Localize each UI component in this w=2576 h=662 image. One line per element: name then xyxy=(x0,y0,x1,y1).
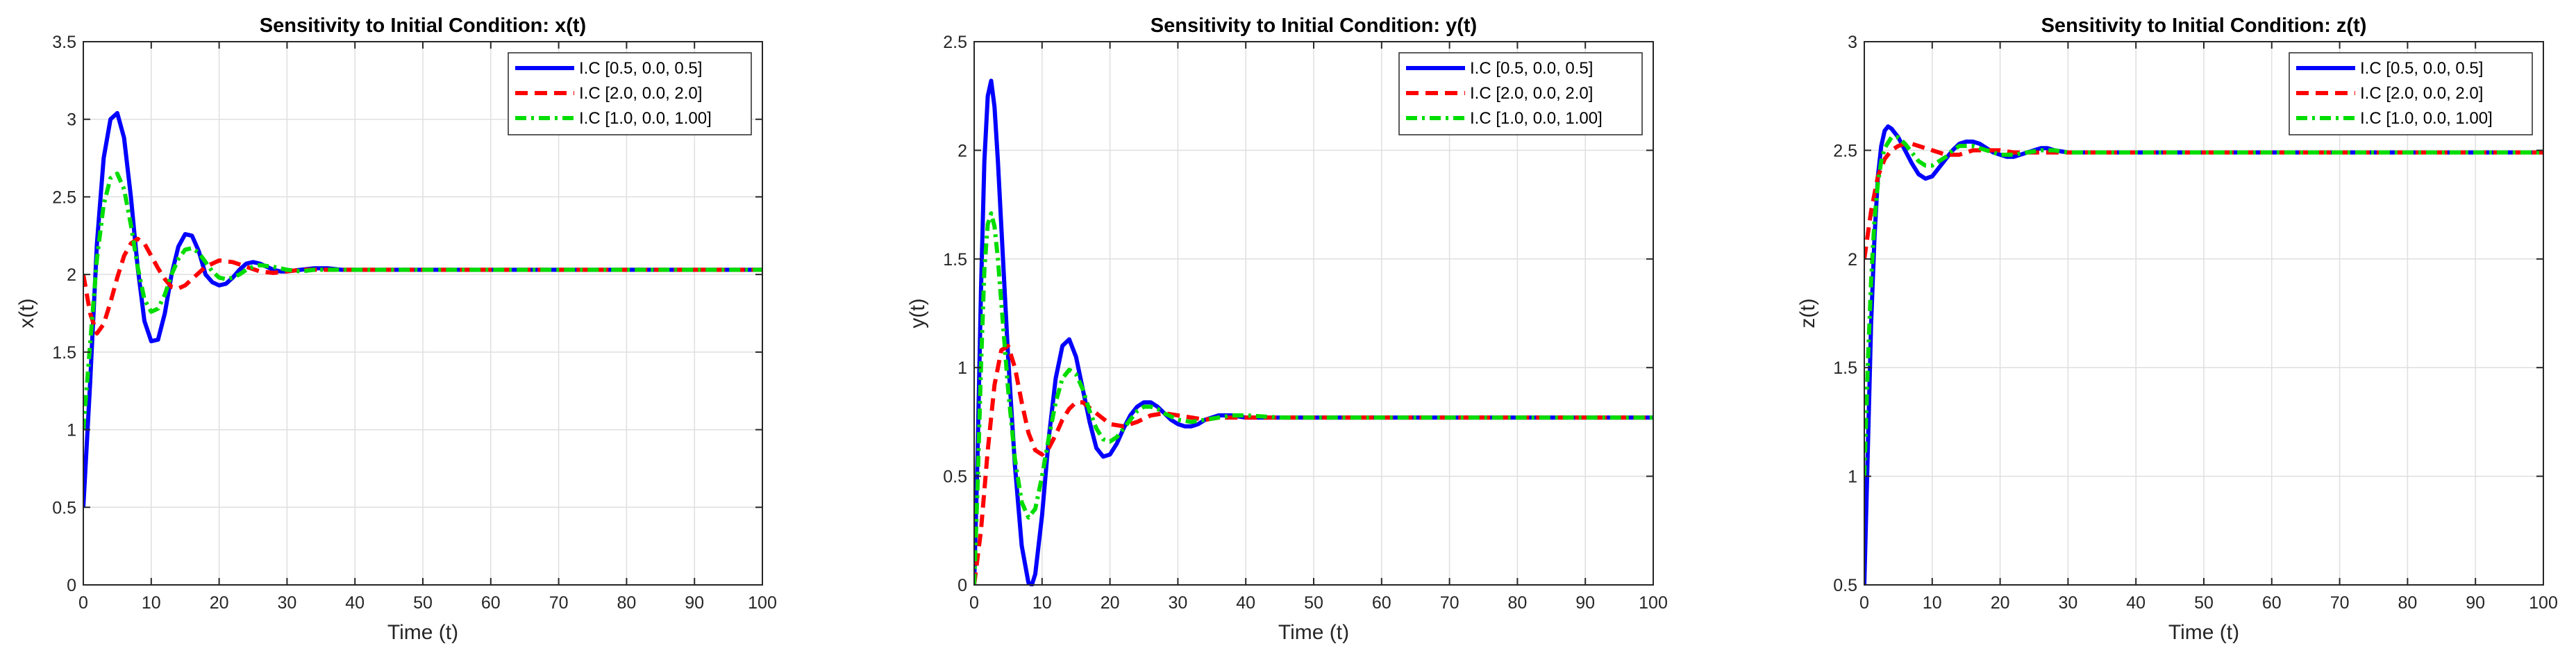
x-tick-label: 60 xyxy=(481,593,501,613)
y-tick-label: 1 xyxy=(957,358,967,378)
x-tick-label: 80 xyxy=(2398,593,2417,613)
x-tick-label: 80 xyxy=(1507,593,1527,613)
x-tick-label: 20 xyxy=(1991,593,2010,613)
x-tick-label: 0 xyxy=(969,593,979,613)
series-group xyxy=(974,78,1653,586)
series-line-2 xyxy=(1864,135,2543,477)
x-tick-label: 30 xyxy=(2058,593,2077,613)
chart-title: Sensitivity to Initial Condition: y(t) xyxy=(1151,15,1477,37)
x-tick-label: 20 xyxy=(210,593,229,613)
y-tick-label: 1 xyxy=(1848,467,1857,487)
x-tick-label: 40 xyxy=(345,593,365,613)
x-tick-label: 0 xyxy=(78,593,88,613)
legend-entry-1: I.C [2.0, 0.0, 2.0] xyxy=(2360,84,2483,103)
y-tick-label: 0.5 xyxy=(52,498,76,518)
x-tick-label: 60 xyxy=(1372,593,1391,613)
x-tick-label: 10 xyxy=(1923,593,1942,613)
legend-entry-2: I.C [1.0, 0.0, 1.00] xyxy=(2360,109,2493,128)
x-axis-label: Time (t) xyxy=(2168,621,2239,644)
x-tick-label: 30 xyxy=(1168,593,1187,613)
y-tick-label: 2 xyxy=(1848,250,1857,270)
x-tick-label: 100 xyxy=(748,593,777,613)
series-group xyxy=(1864,124,2543,586)
y-tick-label: 2 xyxy=(957,141,967,160)
legend: I.C [0.5, 0.0, 0.5] I.C [2.0, 0.0, 2.0] I.… xyxy=(508,52,752,135)
y-axis-label: y(t) xyxy=(906,298,929,328)
y-tick-label: 2.5 xyxy=(943,33,967,52)
y-tick-label: 1.5 xyxy=(52,343,76,363)
y-tick-label: 2.5 xyxy=(1833,141,1857,160)
x-tick-label: 90 xyxy=(685,593,704,613)
legend-entry-2: I.C [1.0, 0.0, 1.00] xyxy=(579,109,712,128)
x-tick-label: 90 xyxy=(2466,593,2485,613)
series-line-1 xyxy=(974,343,1653,586)
x-axis-label: Time (t) xyxy=(387,621,458,644)
y-tick-label: 1 xyxy=(67,421,76,440)
x-tick-label: 0 xyxy=(1859,593,1869,613)
chart-panel-1: 0 10 20 30 40 50 60 70 80 90 100 0 0.5 1 1.5 2 2.5 Sensit… xyxy=(906,15,1668,644)
x-tick-label: 100 xyxy=(2529,593,2558,613)
y-tick-label: 1.5 xyxy=(943,250,967,270)
chart-title: Sensitivity to Initial Condition: x(t) xyxy=(260,15,586,37)
x-tick-label: 30 xyxy=(277,593,296,613)
y-tick-label: 2.5 xyxy=(52,188,76,207)
x-tick-label: 70 xyxy=(549,593,569,613)
y-tick-label: 3.5 xyxy=(52,33,76,52)
series-line-2 xyxy=(974,211,1653,586)
x-tick-label: 50 xyxy=(1304,593,1323,613)
y-tick-label: 1.5 xyxy=(1833,358,1857,378)
x-tick-label: 80 xyxy=(617,593,636,613)
x-tick-label: 70 xyxy=(2330,593,2350,613)
x-tick-label: 10 xyxy=(1032,593,1052,613)
x-tick-label: 40 xyxy=(1236,593,1255,613)
legend-entry-0: I.C [0.5, 0.0, 0.5] xyxy=(1470,59,1593,78)
legend-entry-0: I.C [0.5, 0.0, 0.5] xyxy=(2360,59,2483,78)
legend-entry-0: I.C [0.5, 0.0, 0.5] xyxy=(579,59,702,78)
x-tick-label: 20 xyxy=(1101,593,1120,613)
y-tick-label: 3 xyxy=(1848,33,1857,52)
x-tick-label: 50 xyxy=(413,593,433,613)
x-tick-label: 40 xyxy=(2126,593,2146,613)
y-tick-label: 3 xyxy=(67,110,76,130)
x-tick-label: 100 xyxy=(1639,593,1668,613)
legend-entry-1: I.C [2.0, 0.0, 2.0] xyxy=(579,84,702,103)
chart-panel-2: 0 10 20 30 40 50 60 70 80 90 100 0.5 1 1.5 2 2.5 3 Sensit… xyxy=(1796,15,2558,644)
x-tick-label: 70 xyxy=(1440,593,1460,613)
chart-panel-0: 0 10 20 30 40 50 60 70 80 90 100 0 0.5 1 1.5 2 2.5 3 3.5 Se… xyxy=(15,15,777,644)
x-tick-label: 90 xyxy=(1575,593,1595,613)
y-axis-label: x(t) xyxy=(15,298,38,328)
y-tick-label: 0.5 xyxy=(943,467,967,487)
x-tick-label: 50 xyxy=(2194,593,2214,613)
x-tick-label: 10 xyxy=(142,593,161,613)
x-tick-label: 60 xyxy=(2262,593,2282,613)
legend: I.C [0.5, 0.0, 0.5] I.C [2.0, 0.0, 2.0] I.… xyxy=(1398,52,1643,135)
y-tick-label: 0.5 xyxy=(1833,576,1857,595)
legend: I.C [0.5, 0.0, 0.5] I.C [2.0, 0.0, 2.0] I.… xyxy=(2289,52,2533,135)
y-tick-label: 0 xyxy=(67,576,76,595)
y-tick-label: 0 xyxy=(957,576,967,595)
y-tick-label: 2 xyxy=(67,265,76,285)
legend-entry-2: I.C [1.0, 0.0, 1.00] xyxy=(1470,109,1603,128)
series-group xyxy=(83,110,762,508)
y-axis-label: z(t) xyxy=(1796,298,1819,328)
chart-title: Sensitivity to Initial Condition: z(t) xyxy=(2041,15,2367,37)
legend-entry-1: I.C [2.0, 0.0, 2.0] xyxy=(1470,84,1593,103)
series-line-2 xyxy=(83,171,762,430)
x-axis-label: Time (t) xyxy=(1278,621,1349,644)
